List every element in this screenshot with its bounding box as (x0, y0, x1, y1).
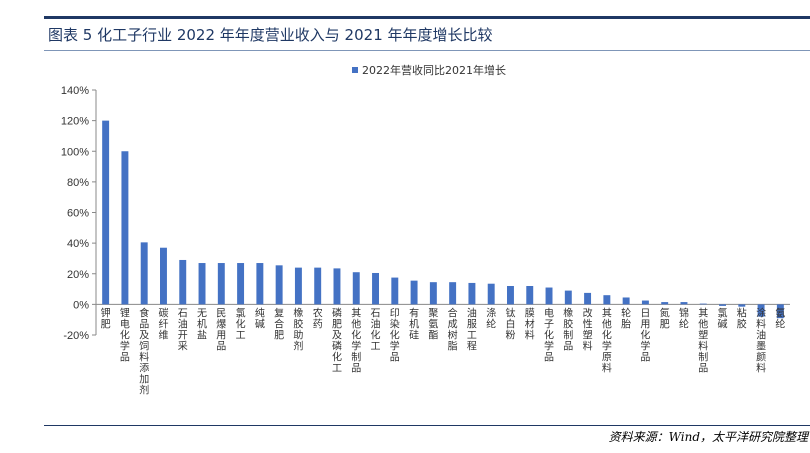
x-category-label: 氨纶 (775, 306, 785, 330)
y-tick-label: 60% (67, 208, 89, 220)
x-category-label: 锂电化学品 (120, 307, 130, 363)
x-category-label: 磷肥及磷化工 (332, 306, 342, 374)
x-category-label: 日用化学品 (640, 308, 650, 363)
x-category-label: 其他化学制品 (351, 307, 361, 374)
bar (487, 283, 495, 305)
bar (121, 151, 129, 305)
figure-title: 图表 5 化工子行业 2022 年年度营业收入与 2021 年年度增长比较 (48, 26, 493, 44)
bar (449, 282, 457, 305)
x-category-label: 钛白粉 (505, 307, 515, 341)
bar (140, 242, 148, 305)
bar (372, 272, 379, 305)
bar (333, 268, 341, 305)
bar (641, 300, 649, 305)
bar (564, 290, 572, 305)
x-category-label: 食品及饲料添加剂 (139, 306, 149, 396)
y-tick-label: 40% (67, 238, 89, 250)
bar (294, 267, 302, 305)
y-tick-label: 80% (67, 177, 89, 189)
bar (217, 263, 225, 305)
bar (545, 287, 553, 305)
x-category-label: 纯碱 (255, 306, 265, 330)
x-category-label: 氯碱 (718, 306, 728, 330)
x-category-label: 印染化学品 (390, 307, 400, 363)
bar (680, 302, 688, 305)
x-category-label: 油服工程 (467, 306, 477, 352)
bar (526, 286, 534, 305)
bar (584, 292, 592, 305)
top-rule (44, 16, 810, 19)
x-category-label: 电子化学品 (544, 306, 554, 363)
x-category-label: 锦纶 (679, 306, 689, 330)
x-category-label: 涂料油墨颜料 (756, 306, 766, 374)
x-category-label: 轮胎 (621, 306, 631, 330)
x-category-label: 氯化工 (236, 306, 246, 341)
bar (719, 304, 726, 306)
x-category-label: 钾肥 (101, 306, 111, 330)
x-category-label: 无机盐 (197, 308, 207, 341)
x-category-label: 橡胶制品 (563, 306, 573, 352)
x-category-label: 石油开采 (178, 308, 188, 352)
bar (160, 247, 167, 305)
bar (468, 282, 476, 305)
x-category-label: 粘胶 (737, 306, 747, 330)
x-category-label: 改性塑料 (583, 306, 593, 352)
x-category-label: 石油化工 (371, 308, 381, 352)
bar (179, 259, 187, 305)
bar (757, 304, 765, 317)
bar (237, 263, 245, 305)
x-category-label: 复合肥 (274, 306, 284, 341)
bar (102, 120, 110, 305)
x-category-label: 民爆用品 (216, 307, 226, 352)
bar (738, 304, 746, 307)
bar (429, 282, 437, 305)
x-category-label: 橡胶助剂 (293, 306, 303, 352)
bar (410, 280, 418, 305)
bar (661, 302, 669, 305)
legend-label: 2022年营收同比2021年增长 (362, 63, 506, 77)
y-tick-label: 0% (73, 299, 89, 311)
x-category-label: 涤纶 (486, 306, 496, 330)
bar (603, 295, 611, 305)
y-tick-label: -20% (63, 330, 89, 342)
legend-swatch (352, 67, 358, 73)
bar (776, 304, 784, 319)
bar (507, 286, 514, 305)
x-category-label: 碳纤维 (158, 306, 168, 341)
y-tick-label: 120% (61, 116, 89, 128)
y-tick-label: 20% (67, 269, 89, 281)
bar (622, 297, 630, 305)
bar (352, 272, 360, 305)
y-tick-label: 140% (61, 85, 89, 97)
y-tick-label: 100% (61, 146, 89, 158)
x-category-label: 其他化学原料 (602, 307, 612, 374)
x-category-label: 氮肥 (660, 306, 670, 330)
bar (314, 267, 322, 305)
bar (699, 303, 707, 305)
source-note: 资料来源：Wind，太平洋研究院整理 (608, 430, 808, 444)
x-category-label: 膜材料 (525, 307, 535, 341)
bottom-rule (44, 425, 810, 426)
x-category-label: 农药 (313, 306, 323, 330)
bar (391, 277, 399, 305)
bar (275, 265, 283, 305)
x-category-label: 聚氨酯 (428, 307, 438, 341)
x-category-label: 有机硅 (409, 306, 419, 341)
x-category-label: 合成树脂 (448, 306, 458, 352)
title-rule (44, 50, 810, 51)
bar (198, 263, 206, 305)
x-category-label: 其他塑料制品 (698, 307, 708, 374)
bar (256, 263, 264, 305)
